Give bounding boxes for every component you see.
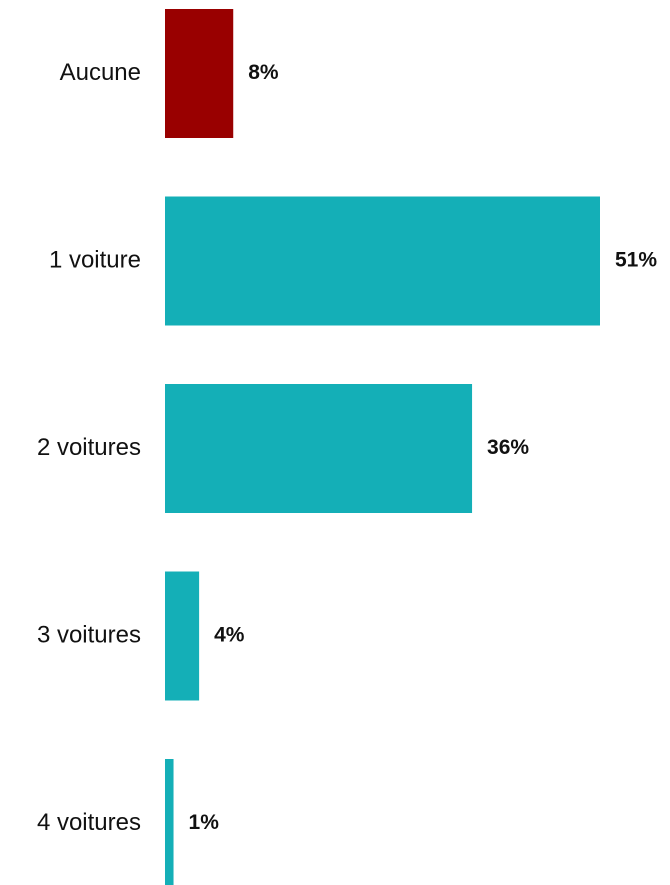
- value-label: 36%: [487, 436, 529, 459]
- bar-2: [165, 196, 600, 326]
- value-label: 1%: [189, 811, 220, 834]
- category-label: 3 voitures: [37, 621, 141, 648]
- category-labels-group: Aucune 1 voiture 2 voitures 3 voitures 4 voi…: [37, 59, 141, 836]
- category-label: 4 voitures: [37, 809, 141, 836]
- category-label: 2 voitures: [37, 434, 141, 461]
- bars-group: [165, 9, 600, 885]
- bar-3: [165, 384, 473, 513]
- category-label: Aucune: [60, 59, 141, 86]
- value-labels-group: 8% 51% 36% 4% 1%: [189, 61, 658, 834]
- category-label: 1 voiture: [49, 246, 141, 273]
- bar-1: [165, 9, 234, 138]
- bar-4: [165, 571, 200, 701]
- value-label: 51%: [615, 249, 657, 272]
- bar-5: [165, 759, 174, 885]
- value-label: 8%: [248, 61, 279, 84]
- value-label: 4%: [214, 624, 245, 647]
